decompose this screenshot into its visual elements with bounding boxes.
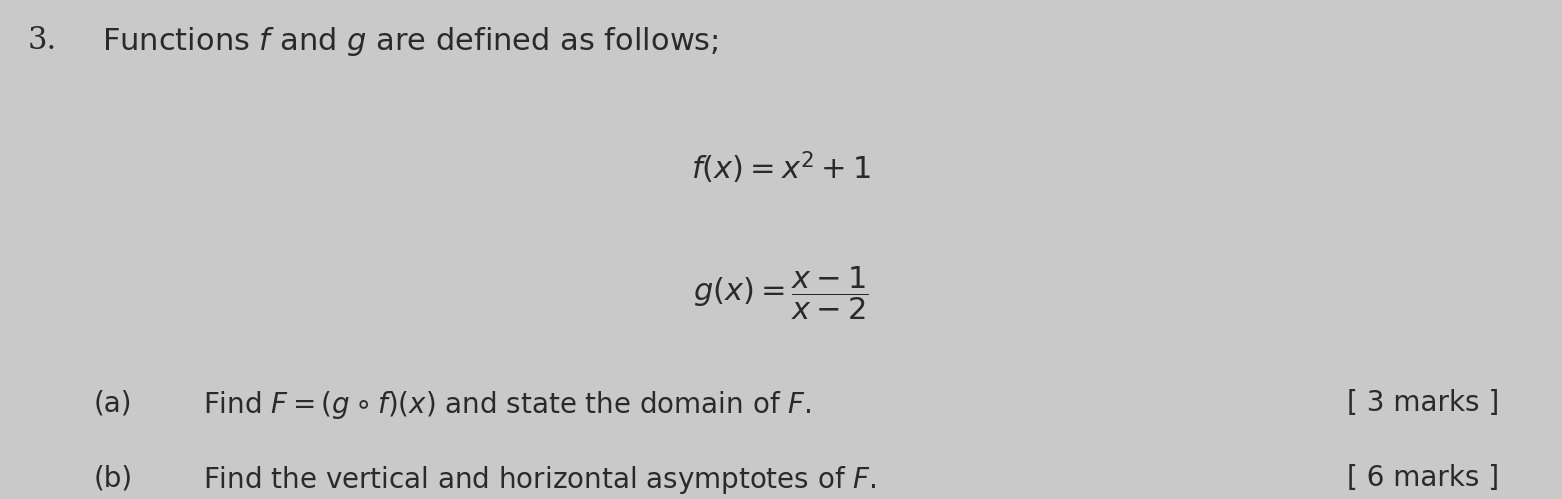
Text: $g(x) = \dfrac{x-1}{x-2}$: $g(x) = \dfrac{x-1}{x-2}$ <box>694 264 868 322</box>
Text: $f(x) = x^2 + 1$: $f(x) = x^2 + 1$ <box>690 150 872 186</box>
Text: Find $F = (g \circ f)(x)$ and state the domain of $F$.: Find $F = (g \circ f)(x)$ and state the … <box>203 389 812 421</box>
Text: 3.: 3. <box>28 25 58 56</box>
Text: Find the vertical and horizontal asymptotes of $F$.: Find the vertical and horizontal asympto… <box>203 464 876 496</box>
Text: (a): (a) <box>94 389 133 417</box>
Text: (b): (b) <box>94 464 133 492</box>
Text: Functions $f$ and $g$ are defined as follows;: Functions $f$ and $g$ are defined as fol… <box>102 25 719 58</box>
Text: [ 3 marks ]: [ 3 marks ] <box>1348 389 1500 417</box>
Text: [ 6 marks ]: [ 6 marks ] <box>1348 464 1500 492</box>
